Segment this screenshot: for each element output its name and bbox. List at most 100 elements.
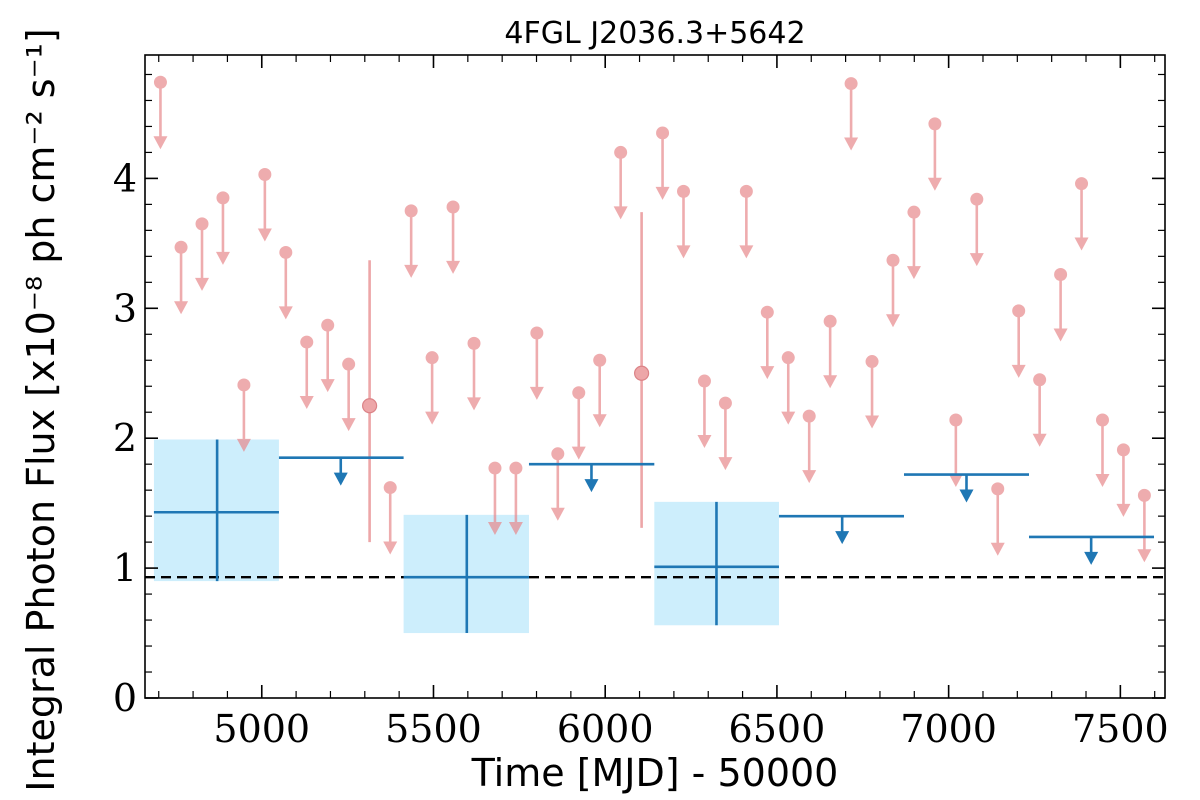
short-bin-upper-limit: [341, 357, 356, 432]
data-point: [488, 461, 502, 475]
data-point: [404, 204, 418, 218]
upper-limit-arrow-head: [333, 472, 348, 486]
data-point: [446, 200, 460, 214]
short-bin-upper-limit: [550, 447, 565, 521]
upper-limit-arrow-head: [1137, 549, 1152, 563]
long-bin-upper-limit: [778, 514, 904, 545]
upper-limit-arrow-head: [886, 314, 900, 328]
data-point: [760, 305, 774, 319]
data-point: [991, 482, 1005, 496]
long-bin-upper-limit: [528, 462, 655, 493]
upper-limit-arrow-head: [550, 507, 565, 521]
short-bin-upper-limit: [1032, 373, 1047, 447]
y-tick-label: 0: [113, 676, 137, 720]
data-point: [300, 335, 314, 349]
data-point: [216, 191, 230, 205]
short-bin-upper-limit: [844, 77, 859, 151]
long-bin-detection: [153, 439, 279, 582]
short-bin-upper-limit: [195, 217, 210, 291]
data-point: [321, 318, 335, 332]
data-point: [970, 192, 984, 206]
upper-limit-arrow-head: [802, 470, 817, 484]
upper-limit-arrow-head: [299, 396, 314, 410]
upper-limit-arrow-head: [1074, 237, 1089, 251]
short-bin-upper-limit: [613, 145, 628, 220]
short-bin-detection: [634, 212, 650, 528]
data-point: [886, 253, 900, 267]
upper-limit-arrow-head: [676, 245, 691, 259]
upper-limit-arrow-head: [906, 266, 921, 280]
short-bin-upper-limit: [1095, 413, 1110, 487]
upper-limit-arrow-head: [1032, 433, 1047, 447]
short-bin-upper-limit: [676, 184, 691, 259]
chart-title: 4FGL J2036.3+5642: [504, 16, 805, 51]
short-bin-upper-limit: [760, 305, 775, 380]
long-bin-detection: [654, 501, 779, 626]
x-tick-label: 7000: [900, 707, 997, 751]
data-point: [1033, 373, 1047, 387]
plot-frame: [144, 54, 1166, 699]
data-point: [1095, 413, 1109, 427]
upper-limit-arrow-head: [195, 277, 210, 291]
upper-limit-arrow-head: [571, 446, 586, 460]
y-tick-label: 2: [113, 416, 137, 460]
upper-limit-arrow-head: [781, 411, 796, 425]
upper-limit-arrow-head: [257, 228, 272, 242]
data-point: [844, 77, 858, 91]
upper-limit-arrow-head: [990, 542, 1005, 556]
short-bin-upper-limit: [823, 314, 838, 389]
data-point: [739, 184, 753, 198]
upper-limit-arrow-head: [1084, 551, 1099, 565]
data-point: [823, 314, 837, 328]
short-bin-upper-limit: [174, 240, 189, 315]
x-tick-label: 7500: [1072, 707, 1169, 751]
upper-limit-arrow-head: [153, 136, 168, 150]
data-point: [593, 353, 607, 367]
short-bin-upper-limit: [990, 482, 1005, 556]
upper-limit-arrow-head: [174, 301, 189, 315]
data-point: [697, 374, 711, 388]
data-point: [362, 398, 378, 414]
data-point: [258, 168, 272, 182]
short-bin-upper-limit: [781, 351, 796, 425]
long-bin-upper-limit: [278, 456, 404, 486]
x-tick-label: 5000: [213, 707, 310, 751]
upper-limit-arrow-head: [215, 251, 230, 265]
upper-limit-arrow-head: [278, 306, 293, 320]
upper-limit-arrow-head: [844, 137, 859, 151]
upper-limit-arrow-head: [467, 397, 482, 411]
short-bin-upper-limit: [1074, 177, 1089, 251]
upper-limit-arrow-head: [835, 531, 850, 545]
short-bin-upper-limit: [927, 117, 942, 191]
short-bin-upper-limit: [571, 386, 586, 460]
upper-limit-arrow-head: [718, 457, 733, 471]
short-bin-upper-limit: [529, 326, 544, 400]
short-bin-upper-limit: [969, 192, 984, 267]
data-point: [1012, 304, 1026, 318]
short-bin-upper-limit: [236, 378, 251, 452]
short-bin-upper-limit: [215, 191, 230, 265]
upper-limit-arrow-head: [1116, 503, 1131, 517]
short-bin-upper-limit: [425, 351, 440, 425]
short-bin-upper-limit: [278, 245, 293, 320]
data-point: [425, 351, 439, 365]
upper-limit-arrow-head: [592, 414, 607, 428]
upper-limit-arrow-head: [320, 379, 335, 393]
long-bin-detection: [403, 514, 529, 634]
upper-limit-arrow-head: [404, 264, 419, 278]
y-axis-title: Integral Photon Flux [x10⁻⁸ ph cm⁻² s⁻¹]: [19, 28, 63, 791]
short-bin-upper-limit: [948, 413, 963, 487]
upper-limit-arrow-head: [1095, 473, 1110, 487]
short-bin-upper-limit: [404, 204, 419, 278]
data-point: [551, 447, 565, 461]
upper-limit-arrow-head: [446, 260, 461, 274]
data-point: [530, 326, 544, 340]
upper-limit-arrow-head: [383, 541, 398, 555]
data-point: [153, 75, 167, 89]
upper-limit-arrow-head: [760, 366, 775, 380]
short-bin-upper-limit: [697, 374, 712, 448]
upper-limit-arrow-head: [823, 375, 838, 389]
short-bin-upper-limit: [739, 184, 754, 259]
short-bin-detection: [362, 260, 378, 543]
short-bin-upper-limit: [299, 335, 314, 410]
